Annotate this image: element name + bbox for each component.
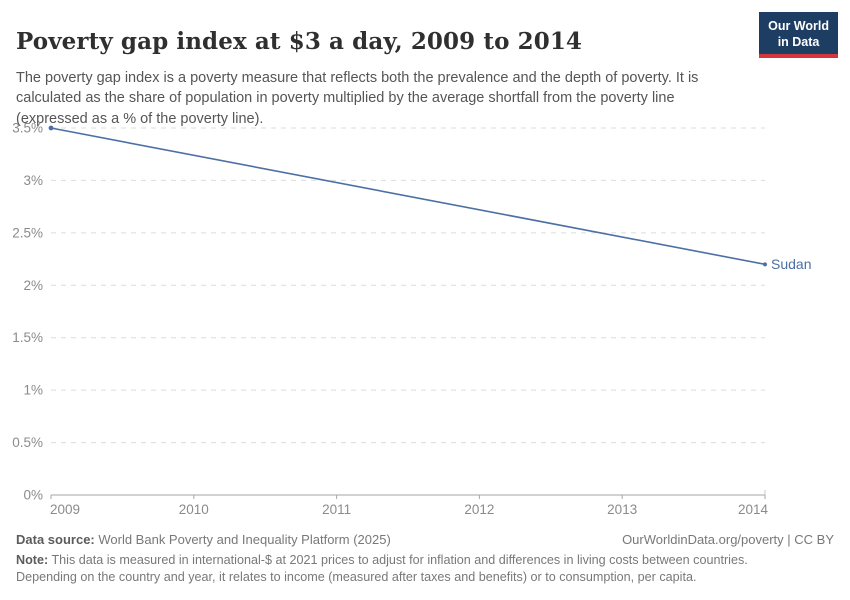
y-tick-label: 2.5% (12, 225, 43, 240)
y-tick-label: 1% (23, 383, 43, 398)
y-tick-label: 3.5% (12, 121, 43, 136)
entity-label[interactable]: Sudan (771, 256, 811, 272)
owid-logo[interactable]: Our World in Data (759, 12, 838, 58)
y-tick-label: 0.5% (12, 435, 43, 450)
chart-subtitle: The poverty gap index is a poverty measu… (16, 69, 699, 127)
y-tick-label: 3% (23, 173, 43, 188)
x-tick-label: 2012 (464, 502, 494, 517)
data-source-text: World Bank Poverty and Inequality Platfo… (94, 532, 391, 547)
y-tick-label: 2% (23, 278, 43, 293)
note-text: This data is measured in international-$… (16, 553, 748, 584)
owid-link[interactable]: OurWorldinData.org/poverty | CC BY (622, 532, 834, 547)
x-tick-label: 2013 (607, 502, 637, 517)
y-tick-label: 0% (23, 488, 43, 503)
owid-logo-line2: in Data (777, 35, 820, 49)
x-tick-label: 2009 (50, 502, 80, 517)
page-title: Poverty gap index at $3 a day, 2009 to 2… (16, 28, 583, 56)
chart-footer: Data source: World Bank Poverty and Ineq… (16, 532, 834, 586)
note-label: Note: (16, 553, 49, 567)
owid-logo-line1: Our World (768, 19, 829, 33)
x-tick-label: 2011 (322, 502, 351, 517)
chart-note: Note: This data is measured in internati… (16, 552, 788, 586)
x-tick-label: 2010 (179, 502, 209, 517)
y-tick-label: 1.5% (12, 330, 43, 345)
data-source: Data source: World Bank Poverty and Ineq… (16, 532, 391, 547)
data-source-label: Data source: (16, 532, 95, 547)
chart-canvas[interactable]: 0% 0.5% 1% 1.5% 2% 2.5% 3% 3.5% 2009 2010 2011 2012… (0, 110, 850, 528)
data-point[interactable] (763, 262, 767, 267)
series-line[interactable] (50, 127, 766, 266)
x-tick-label: 2014 (738, 502, 769, 517)
data-point[interactable] (48, 125, 54, 131)
